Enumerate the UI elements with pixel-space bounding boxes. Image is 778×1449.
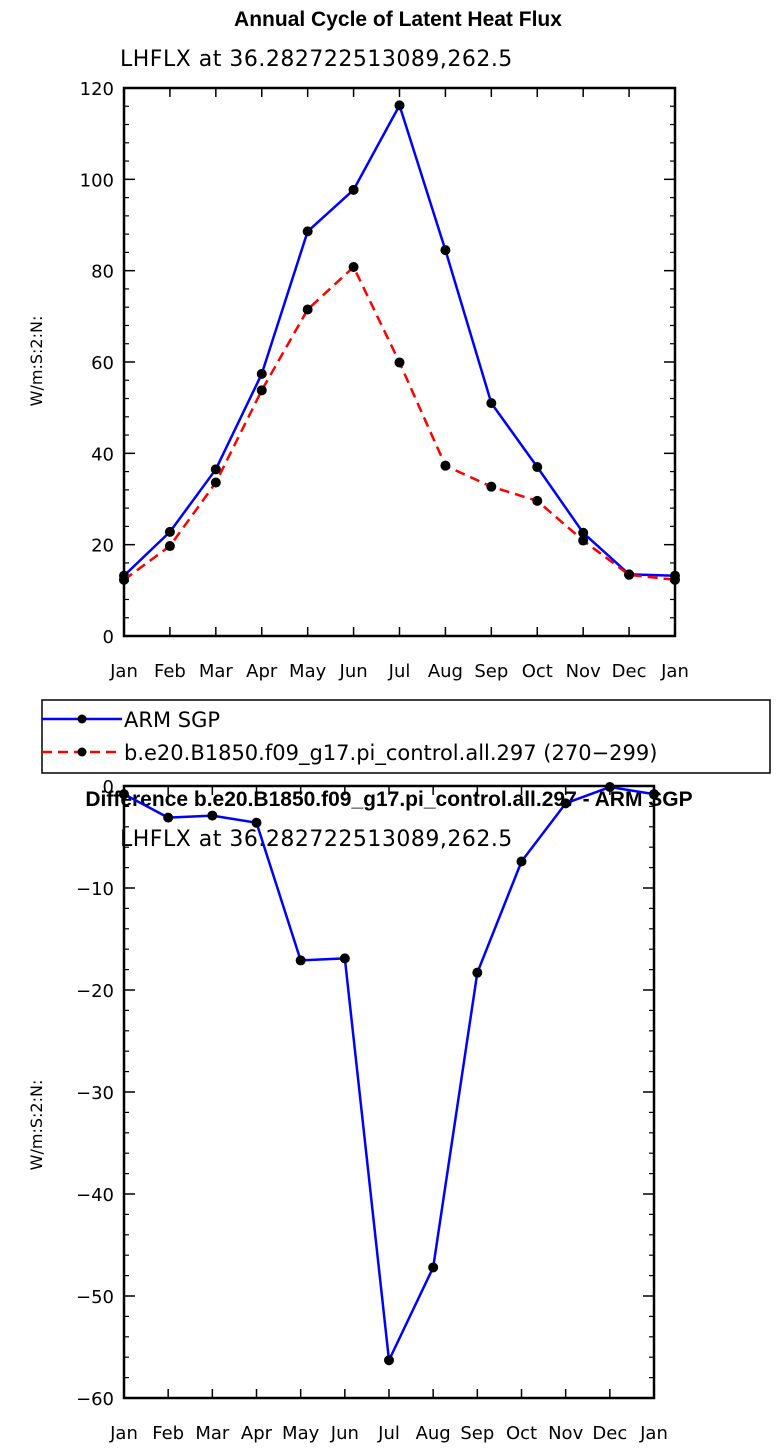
chart2-x-tick-label: Jan	[109, 1423, 138, 1444]
chart1-series-0-point	[486, 398, 497, 409]
chart1-series-1-point	[486, 481, 497, 492]
chart1-x-tick-label: Dec	[612, 661, 647, 682]
chart1-series-1-point	[348, 262, 359, 273]
chart1-series-0-point	[256, 368, 267, 379]
chart2-x-tick-label: Mar	[195, 1423, 230, 1444]
chart1-y-tick-label: 80	[91, 262, 114, 283]
chart2-series-0-point	[604, 782, 615, 793]
chart1-series-0-point	[578, 527, 589, 538]
chart2-subtitle: LHFLX at 36.282722513089,262.5	[120, 827, 513, 852]
chart2-y-tick-label: −30	[76, 1083, 114, 1104]
chart2-x-tick-label: Feb	[152, 1423, 184, 1444]
chart2-series-0-point	[163, 812, 174, 823]
chart2-y-axis-label: W/m:S:2:N:	[27, 1080, 46, 1171]
chart2-y-tick-label: −20	[76, 981, 114, 1002]
chart2-x-tick-label: Apr	[241, 1423, 273, 1444]
chart2-series-0-line	[123, 785, 655, 1362]
chart1-y-axis-label: W/m:S:2:N:	[27, 316, 46, 407]
chart2-y-tick-label: −10	[76, 879, 114, 900]
chart2-plot-area: Jan Feb Mar Apr May Jun Jul Aug Sep Oct Nov Dec Jan 0…	[76, 777, 668, 1444]
chart1-x-tick-label: Jun	[339, 661, 368, 682]
chart1-series-0-point	[348, 184, 359, 195]
legend-marker-model	[77, 747, 87, 757]
legend-label-arm-sgp: ARM SGP	[124, 708, 220, 732]
chart1-y-tick-label: 120	[80, 79, 114, 100]
chart2-series-0-point	[119, 789, 129, 800]
chart2-series-0-point	[251, 817, 262, 828]
chart2-x-tick-label: Oct	[506, 1423, 537, 1444]
chart2-x-tick-label: Jul	[377, 1423, 400, 1444]
chart1-series-1-point	[256, 385, 267, 396]
chart1-x-tick-label: May	[289, 661, 327, 682]
legend-box	[41, 699, 771, 774]
chart2-x-tick-label: Nov	[548, 1423, 583, 1444]
chart2-series-0-point	[472, 967, 483, 978]
chart1-series-1-point	[532, 495, 543, 506]
chart1-x-tick-label: Oct	[522, 661, 553, 682]
chart1-x-tick-label: Sep	[474, 661, 508, 682]
chart1-x-tick-label: Jan	[660, 661, 689, 682]
chart1-series-1-point	[440, 460, 451, 471]
legend-marker-arm-sgp	[77, 714, 87, 724]
chart1-series-0-point	[164, 526, 175, 537]
chart1-x-tick-label: Nov	[566, 661, 601, 682]
legend-label-model: b.e20.B1850.f09_g17.pi_control.all.297 (…	[124, 741, 657, 766]
chart1-x-tick-label: Jan	[109, 661, 138, 682]
chart2-series-0-point	[516, 856, 527, 867]
chart1-title: Annual Cycle of Latent Heat Flux	[234, 8, 562, 31]
chart2-y-tick-label: −50	[76, 1287, 114, 1308]
chart1-series-1-point	[210, 477, 221, 488]
chart2-series-0-point	[339, 953, 350, 964]
chart1-y-tick-label: 60	[91, 353, 114, 374]
chart1-x-tick-label: Apr	[246, 661, 278, 682]
chart1-legend: ARM SGP b.e20.B1850.f09_g17.pi_control.a…	[41, 699, 771, 774]
chart2-x-tick-label: Jan	[639, 1423, 668, 1444]
chart1-x-tick-label: Feb	[154, 661, 186, 682]
chart2-x-tick-label: May	[282, 1423, 320, 1444]
chart1-series-1-point	[119, 574, 129, 585]
chart2-y-tick-label: −60	[76, 1389, 114, 1410]
chart1-series-1-point	[578, 535, 589, 546]
chart2-x-tick-label: Jun	[330, 1423, 359, 1444]
chart1-series-0-point	[210, 464, 221, 475]
chart2-x-tick-label: Sep	[460, 1423, 494, 1444]
chart1-series-1-point	[394, 357, 405, 368]
chart1-series-0-point	[532, 462, 543, 473]
chart1-series-1-point	[164, 541, 175, 552]
chart2-y-tick-label: −40	[76, 1185, 114, 1206]
chart2-x-tick-label: Aug	[416, 1423, 451, 1444]
chart2-series-0-point	[560, 798, 571, 809]
chart2-title: Difference b.e20.B1850.f09_g17.pi_contro…	[85, 788, 692, 811]
chart2-plot-frame	[122, 784, 656, 1400]
chart1-y-tick-label: 20	[91, 536, 114, 557]
chart2-y-tick-label: 0	[103, 777, 114, 798]
chart1-y-tick-label: 40	[91, 444, 114, 465]
chart1-y-tick-label: 100	[80, 170, 114, 191]
chart1-series-1-point	[624, 569, 635, 580]
chart1-x-tick-label: Mar	[199, 661, 234, 682]
chart1-series-0-point	[394, 100, 405, 111]
chart1-plot-area: Jan Feb Mar Apr May Jun Jul Aug Sep Oct Nov Dec Jan 0…	[80, 79, 689, 682]
chart1-series-1-line	[123, 265, 676, 582]
chart1-y-tick-label: 0	[103, 627, 114, 648]
chart1-x-tick-label: Jul	[388, 661, 411, 682]
chart2-x-tick-label: Dec	[592, 1423, 627, 1444]
chart1-subtitle: LHFLX at 36.282722513089,262.5	[120, 47, 513, 72]
chart2-series-0-point	[295, 955, 306, 966]
chart1-series-0-point	[302, 226, 313, 237]
chart1-series-1-point	[670, 574, 680, 585]
chart2-series-0-point	[207, 810, 218, 821]
chart2-series-0-point	[428, 1262, 439, 1273]
chart2-series-0-point	[649, 789, 659, 800]
chart2-series-0-point	[384, 1355, 394, 1366]
chart1-series-1-point	[302, 304, 313, 315]
chart1-series-0-line	[123, 104, 676, 577]
chart1-x-tick-label: Aug	[428, 661, 463, 682]
chart1-series-0-point	[440, 245, 451, 256]
